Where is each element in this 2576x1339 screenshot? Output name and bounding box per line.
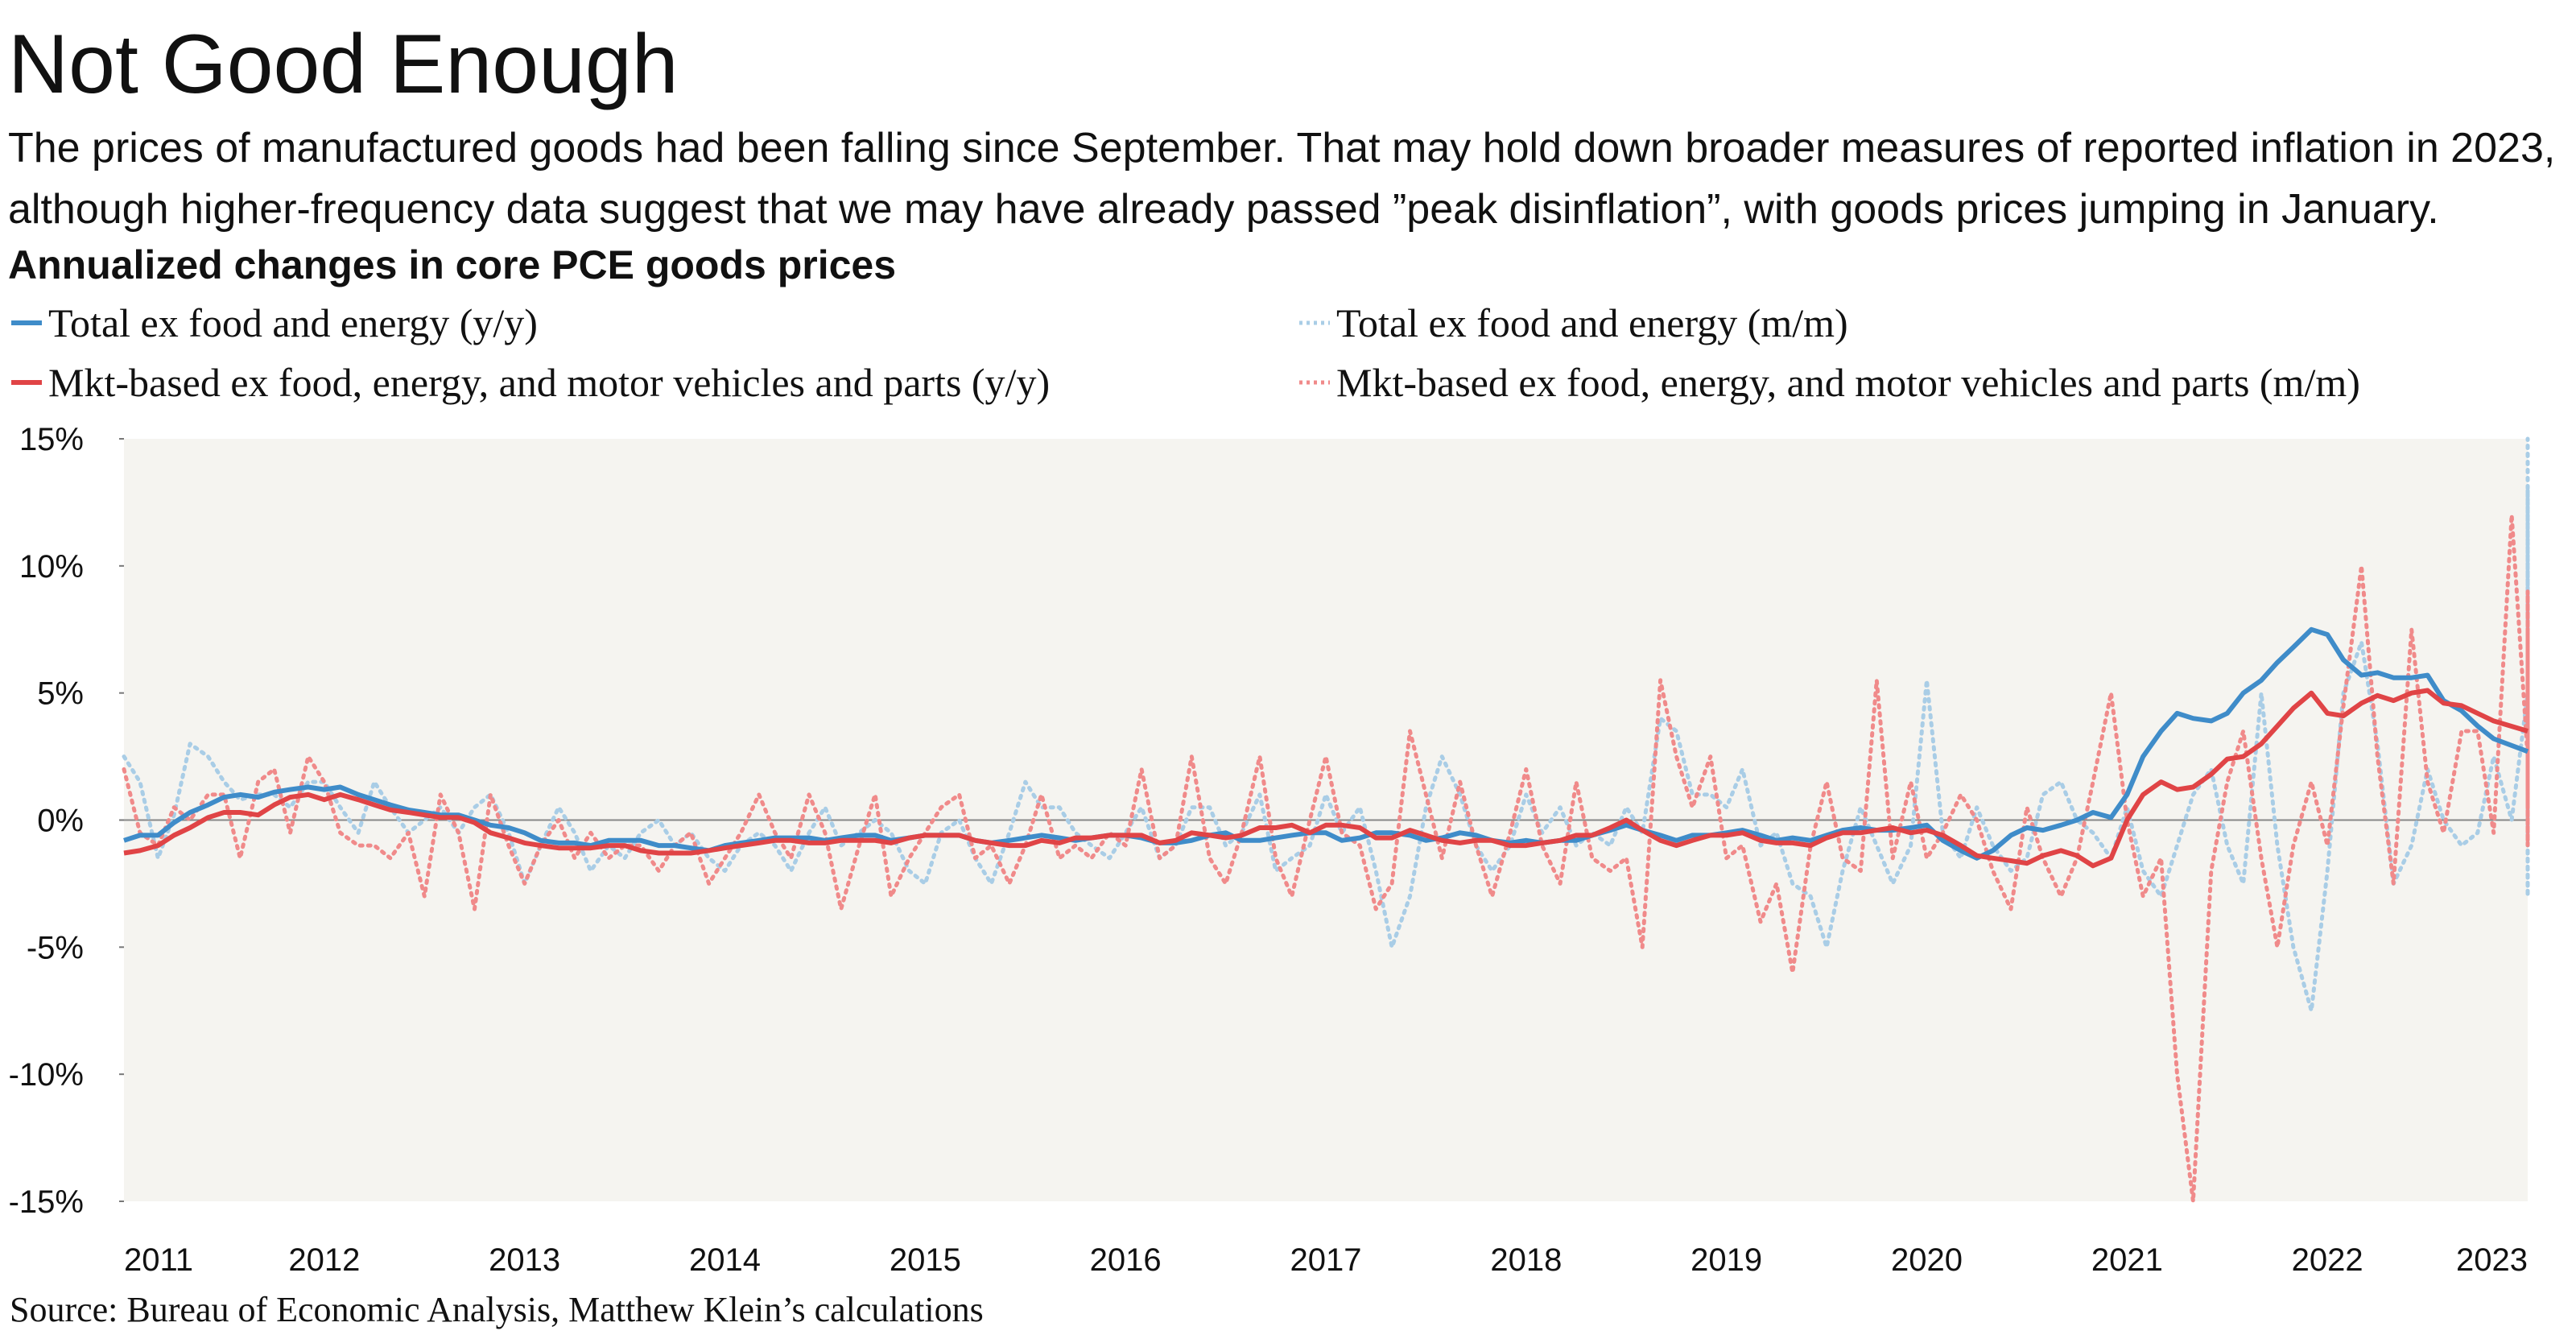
- source-note: Source: Bureau of Economic Analysis, Mat…: [10, 1290, 984, 1329]
- x-tick-label: 2013: [489, 1242, 560, 1278]
- y-tick-label: 0%: [37, 804, 84, 839]
- legend-label: Total ex food and energy (y/y): [48, 300, 538, 345]
- y-tick-label: 15%: [19, 422, 84, 457]
- legend-swatch-solid-blue: [11, 320, 42, 325]
- page-title: Not Good Enough: [8, 18, 679, 111]
- legend-label: Total ex food and energy (m/m): [1336, 300, 1848, 345]
- page-subtitle: The prices of manufactured goods had bee…: [8, 125, 2556, 233]
- legend-item-mkt-yy: Mkt-based ex food, energy, and motor veh…: [11, 354, 1050, 411]
- x-tick-label: 2017: [1290, 1242, 1362, 1278]
- x-axis: 2011 2012 2013 2014 2015 2016 2017 2018 2019 2020…: [124, 1242, 2528, 1278]
- legend-item-total-mm: Total ex food and energy (m/m): [1299, 295, 1848, 351]
- x-tick-label: 2012: [288, 1242, 360, 1278]
- legend-swatch-dotted-pink: [1299, 380, 1330, 385]
- x-tick-label: 2021: [2091, 1242, 2163, 1278]
- series-line-3: [123, 688, 2529, 869]
- legend-label: Mkt-based ex food, energy, and motor veh…: [1336, 360, 2360, 405]
- x-tick-label: 2020: [1891, 1242, 1963, 1278]
- legend-item-mkt-mm: Mkt-based ex food, energy, and motor veh…: [1299, 354, 2360, 411]
- y-tick-label: -15%: [9, 1184, 84, 1220]
- y-tick-label: -10%: [9, 1057, 84, 1093]
- x-tick-label: 2019: [1690, 1242, 1762, 1278]
- chart-title: Annualized changes in core PCE goods pri…: [8, 242, 897, 287]
- series-line-0: [122, 436, 2530, 1013]
- x-tick-label: 2011: [124, 1242, 193, 1278]
- x-tick-label: 2018: [1490, 1242, 1562, 1278]
- y-tick-label: 10%: [19, 549, 84, 585]
- series-line-1: [122, 513, 2530, 1204]
- y-axis: 15% 10% 5% 0% -5% -10% -15%: [9, 422, 124, 1220]
- legend-label: Mkt-based ex food, energy, and motor veh…: [48, 360, 1051, 405]
- legend-item-total-yy: Total ex food and energy (y/y): [11, 295, 538, 351]
- legend-swatch-dotted-lightblue: [1299, 320, 1330, 325]
- y-tick-label: -5%: [27, 930, 84, 965]
- x-tick-label: 2015: [890, 1242, 961, 1278]
- x-tick-label: 2022: [2292, 1242, 2363, 1278]
- series-layer: [122, 436, 2530, 1204]
- series-line-2: [123, 626, 2529, 861]
- x-tick-label: 2023: [2456, 1242, 2528, 1278]
- x-tick-label: 2016: [1090, 1242, 1162, 1278]
- y-tick-label: 5%: [37, 676, 84, 712]
- x-tick-label: 2014: [689, 1242, 761, 1278]
- legend-swatch-solid-red: [11, 380, 42, 385]
